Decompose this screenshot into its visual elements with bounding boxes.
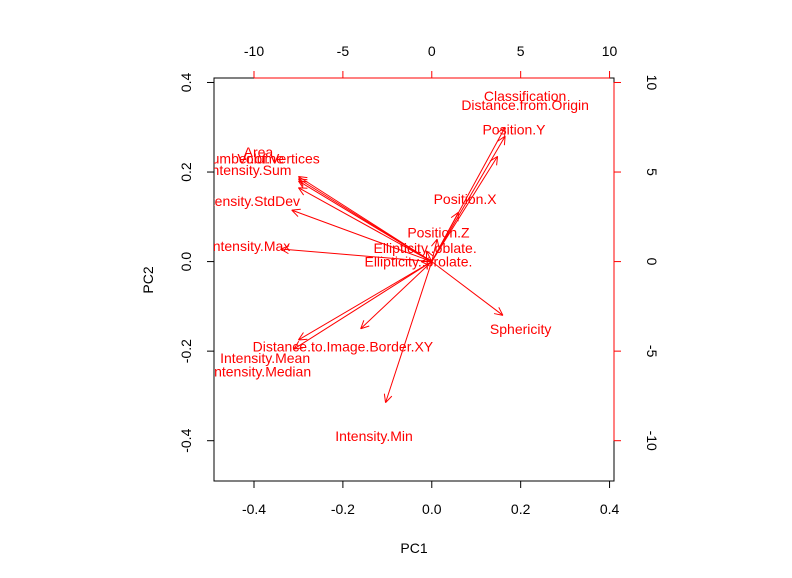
variable-label: Ellipticity..prolate. [364,254,472,270]
arrow-head [291,209,299,217]
arrow-head [450,211,459,219]
arrow-head [291,208,301,211]
loading-arrow [431,261,504,316]
variable-label: Intensity.Mean [220,350,310,366]
arrow-head [298,176,308,179]
arrow-head [298,180,304,189]
arrow-head [298,332,304,341]
y-tick-label: 0.2 [178,162,194,182]
arrow-head [360,325,370,330]
loading-arrow [431,212,459,262]
variable-label: Classification [484,88,566,104]
right-tick-label: 10 [644,75,660,91]
variable-label: Volume [237,151,284,167]
y-axis-label: PC2 [140,266,156,293]
variable-label: Intensity.Min [335,428,413,444]
loading-arrow [298,180,433,263]
arrow-head [436,239,440,249]
right-tick-label: 0 [644,258,660,266]
top-tick-label: -5 [337,43,350,59]
top-tick-label: -10 [244,43,264,59]
variable-label: Area [244,144,274,160]
loading-arrow [298,261,433,341]
arrow-head [383,393,387,403]
variable-label: Position.Y [482,121,546,137]
variable-label: Intensity.Median [210,363,311,379]
arrow-head [489,155,498,162]
loading-arrow [431,135,506,262]
variable-label: Intensity.Sum [208,162,292,178]
arrow-head [280,245,290,250]
arrow-head [431,238,438,247]
loading-arrow [280,248,432,263]
arrow-head [298,338,308,341]
arrow-head [293,347,303,350]
loading-arrow [293,261,433,350]
right-tick-label: -10 [644,431,660,451]
variable-label: Sphericity [490,321,551,337]
loading-arrow [431,239,438,262]
y-tick-label: 0.0 [178,252,194,272]
arrow-head [426,250,434,257]
x-tick-label: -0.4 [242,501,266,517]
variable-label: Distance.from.Origin [461,97,589,113]
loading-arrow [385,261,433,403]
arrow-head [497,135,506,142]
top-tick-label: 0 [428,43,436,59]
y-tick-label: -0.4 [178,428,194,452]
x-tick-label: -0.2 [331,501,355,517]
arrow-head [493,313,503,316]
loading-arrow [298,176,433,263]
right-tick-label: 5 [644,168,660,176]
y-tick-label: 0.4 [178,73,194,93]
arrow-head [385,395,393,403]
arrow-head [298,176,304,185]
arrow-head [498,307,504,316]
variable-label: Intensity.Max [209,238,290,254]
arrow-head [293,340,300,350]
plot-frame [213,77,615,482]
arrow-head [298,187,305,196]
arrow-head [280,248,289,255]
variable-label: Intensity.StdDev [199,193,300,209]
arrow-head [497,126,506,133]
variable-label: Number.of.Vertices [202,151,320,167]
arrow-head [360,320,365,329]
variable-label: Position.Z [407,224,470,240]
loading-arrow [298,187,433,263]
x-axis-label: PC1 [400,540,427,556]
loading-arrow [431,156,498,262]
variable-label: Ellipticity..oblate. [373,240,476,256]
loading-arrow [291,209,432,263]
variable-label: Distance.to.Image.Border.XY [253,339,434,355]
x-tick-label: 0.0 [422,501,442,517]
x-tick-label: 0.4 [600,501,620,517]
arrow-head [496,156,499,166]
y-tick-label: -0.2 [178,339,194,363]
x-tick-label: 0.2 [511,501,531,517]
variable-label: Position.X [434,191,498,207]
right-tick-label: -5 [644,345,660,358]
arrow-head [503,136,506,146]
top-tick-label: 10 [602,43,618,59]
loading-arrow [360,261,433,330]
top-tick-label: 5 [517,43,525,59]
loading-arrow [425,250,433,262]
